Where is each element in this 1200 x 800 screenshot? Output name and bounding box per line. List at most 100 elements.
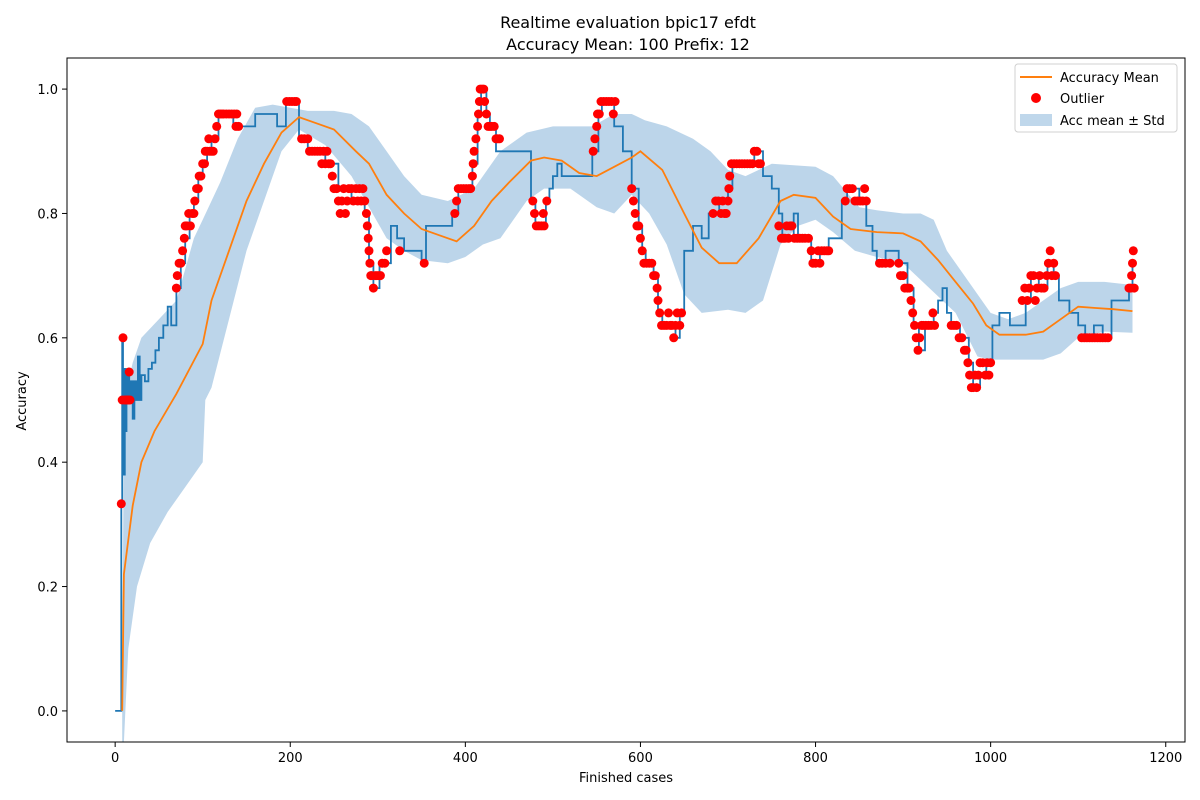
outlier-point [471, 134, 481, 144]
outlier-point [234, 121, 244, 131]
outlier-point [450, 209, 460, 218]
outlier-point [634, 221, 644, 231]
outlier-point [365, 258, 375, 268]
outlier-point [489, 121, 499, 131]
outlier-point [210, 134, 220, 144]
outlier-point [630, 209, 640, 218]
outlier-point [708, 209, 718, 218]
outlier-point [669, 333, 679, 343]
outlier-point [1127, 271, 1137, 281]
x-tick-label: 200 [278, 751, 303, 766]
outlier-point [1128, 258, 1137, 268]
x-axis-label: Finished cases [579, 771, 673, 786]
outlier-point [189, 209, 199, 218]
outlier-point [116, 499, 126, 509]
outlier-point [495, 134, 504, 144]
outlier-point [928, 308, 938, 318]
x-tick-label: 400 [453, 751, 478, 766]
outlier-point [179, 233, 189, 243]
outlier-point [755, 159, 765, 169]
y-tick-label: 1.0 [37, 83, 58, 98]
outlier-point [474, 109, 483, 119]
outlier-point [1024, 283, 1034, 293]
outlier-point [957, 333, 967, 343]
plot-area [115, 84, 1139, 742]
outlier-point [362, 221, 372, 231]
outlier-point [212, 121, 222, 131]
outlier-point [232, 109, 242, 119]
outlier-point [539, 221, 549, 231]
outlier-point [675, 320, 685, 330]
legend: Accuracy Mean Outlier Acc mean ± Std [1014, 63, 1178, 133]
outlier-point [208, 146, 218, 156]
outlier-point [840, 196, 850, 206]
outlier-point [530, 209, 539, 218]
outlier-point [1035, 271, 1045, 281]
x-tick-label: 1000 [974, 751, 1007, 766]
outlier-point [124, 367, 134, 377]
outlier-point [774, 221, 784, 231]
outlier-point [1049, 258, 1059, 268]
outlier-point [608, 109, 618, 119]
outlier-point [1039, 283, 1049, 293]
outlier-point [303, 134, 313, 144]
outlier-point [375, 271, 385, 281]
plot-series [115, 84, 1139, 742]
outlier-point [473, 121, 483, 131]
outlier-point [592, 121, 602, 131]
outlier-point [363, 233, 373, 243]
outlier-point [419, 258, 429, 268]
std-band [122, 104, 1133, 742]
outlier-point [647, 258, 657, 268]
outlier-point [986, 358, 996, 368]
y-tick-label: 0.4 [37, 456, 58, 471]
outlier-point [1103, 333, 1113, 343]
outlier-point [961, 345, 971, 355]
chart-subtitle: Accuracy Mean: 100 Prefix: 12 [506, 35, 750, 54]
outlier-point [635, 233, 645, 243]
outlier-point [725, 171, 735, 181]
outlier-point [171, 283, 181, 293]
outlier-point [910, 320, 919, 330]
y-tick-label: 0.8 [37, 207, 58, 222]
outlier-point [1029, 271, 1038, 281]
outlier-point [468, 159, 478, 169]
outlier-point [204, 134, 214, 144]
outlier-point [984, 370, 994, 380]
outlier-point [653, 296, 663, 305]
outlier-point [721, 209, 731, 218]
outlier-point [610, 97, 620, 106]
outlier-point [952, 320, 961, 330]
outlier-point [677, 308, 687, 318]
outlier-point [590, 134, 600, 144]
outlier-point [915, 333, 925, 343]
outlier-point [815, 258, 825, 268]
outlier-point [723, 196, 733, 206]
outlier-point [860, 184, 870, 194]
outlier-point [452, 196, 462, 206]
axes: 0 200 400 600 800 1000 1200 0.0 0.2 0.4 0.6 0.8 1.0 [37, 57, 1186, 766]
outlier-point [479, 84, 489, 94]
outlier-point [193, 184, 203, 194]
outlier-point [538, 209, 548, 218]
outlier-point [326, 159, 335, 169]
outlier-point [480, 97, 490, 106]
plot-frame [66, 57, 1186, 743]
outlier-point [628, 196, 638, 206]
outlier-point [787, 221, 797, 231]
outlier-point [200, 159, 209, 169]
outlier-point [804, 233, 813, 243]
outlier-point [196, 171, 206, 181]
outlier-point [650, 271, 660, 281]
outlier-point [752, 146, 762, 156]
outlier-point [655, 308, 665, 318]
accuracy-mean-line [121, 116, 1133, 711]
y-axis-label: Accuracy [15, 371, 30, 431]
outlier-point [176, 258, 186, 268]
outlier-point [824, 246, 834, 256]
outlier-point [1050, 271, 1060, 281]
outlier-point [894, 258, 904, 268]
outlier-point [1045, 246, 1055, 256]
outlier-point [908, 308, 918, 318]
x-tick-label: 1200 [1149, 751, 1182, 766]
